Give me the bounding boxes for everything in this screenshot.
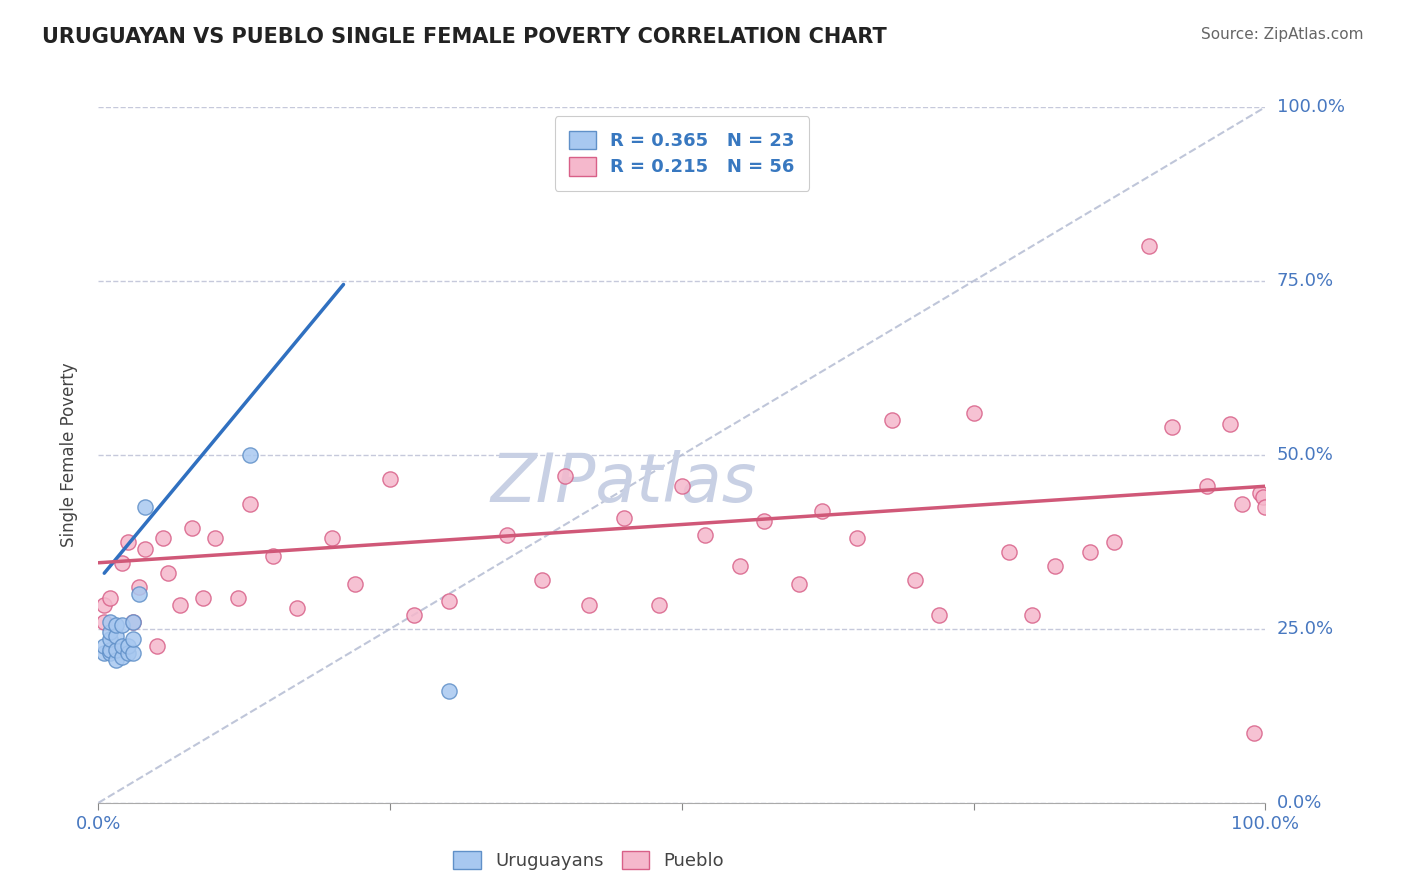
Y-axis label: Single Female Poverty: Single Female Poverty: [59, 363, 77, 547]
Point: [904, 573, 927, 587]
Point: [1102, 535, 1125, 549]
Point: [787, 576, 810, 591]
Point: [695, 528, 717, 542]
Point: [122, 615, 145, 629]
Point: [730, 559, 752, 574]
Point: [811, 503, 834, 517]
Text: 50.0%: 50.0%: [1277, 446, 1333, 464]
Point: [554, 468, 576, 483]
Point: [845, 532, 868, 546]
Text: Source: ZipAtlas.com: Source: ZipAtlas.com: [1201, 27, 1364, 42]
Point: [1230, 497, 1253, 511]
Point: [104, 629, 127, 643]
Point: [495, 528, 517, 542]
Text: ZIPatlas: ZIPatlas: [491, 450, 756, 516]
Point: [378, 472, 402, 486]
Point: [111, 649, 134, 664]
Point: [437, 684, 460, 698]
Point: [93, 646, 115, 660]
Point: [1249, 486, 1271, 500]
Point: [122, 615, 145, 629]
Point: [117, 639, 139, 653]
Point: [93, 598, 115, 612]
Point: [321, 532, 343, 546]
Point: [98, 642, 121, 657]
Point: [93, 615, 115, 629]
Point: [1195, 479, 1218, 493]
Point: [98, 625, 121, 640]
Point: [1219, 417, 1241, 431]
Point: [122, 646, 145, 660]
Point: [193, 591, 215, 605]
Point: [437, 594, 460, 608]
Point: [104, 618, 127, 632]
Point: [104, 642, 127, 657]
Point: [752, 514, 775, 528]
Text: 0.0%: 0.0%: [1277, 794, 1322, 812]
Point: [157, 566, 180, 581]
Point: [880, 413, 903, 427]
Point: [98, 591, 121, 605]
Point: [1254, 500, 1277, 514]
Point: [93, 639, 115, 653]
Point: [1137, 239, 1160, 253]
Point: [104, 653, 127, 667]
Point: [1080, 545, 1102, 559]
Point: [1045, 559, 1067, 574]
Point: [204, 532, 226, 546]
Point: [962, 406, 984, 420]
Text: 100.0%: 100.0%: [1277, 98, 1344, 116]
Point: [285, 601, 308, 615]
Point: [1021, 607, 1043, 622]
Point: [111, 556, 134, 570]
Text: URUGUAYAN VS PUEBLO SINGLE FEMALE POVERTY CORRELATION CHART: URUGUAYAN VS PUEBLO SINGLE FEMALE POVERT…: [42, 27, 887, 46]
Point: [578, 598, 600, 612]
Point: [1161, 420, 1184, 434]
Point: [180, 521, 202, 535]
Legend: Uruguayans, Pueblo: Uruguayans, Pueblo: [446, 844, 731, 877]
Point: [402, 607, 425, 622]
Point: [117, 646, 139, 660]
Text: 75.0%: 75.0%: [1277, 272, 1334, 290]
Point: [1243, 726, 1265, 740]
Point: [98, 646, 121, 660]
Point: [344, 576, 367, 591]
Point: [928, 607, 950, 622]
Point: [262, 549, 284, 563]
Point: [152, 532, 174, 546]
Point: [169, 598, 191, 612]
Text: 25.0%: 25.0%: [1277, 620, 1334, 638]
Point: [1251, 490, 1274, 504]
Point: [228, 591, 250, 605]
Point: [128, 580, 150, 594]
Point: [997, 545, 1019, 559]
Point: [530, 573, 553, 587]
Point: [146, 639, 169, 653]
Point: [239, 497, 262, 511]
Point: [98, 642, 121, 657]
Point: [122, 632, 145, 647]
Point: [647, 598, 669, 612]
Point: [671, 479, 693, 493]
Point: [111, 639, 134, 653]
Point: [134, 500, 156, 514]
Point: [239, 448, 262, 462]
Point: [98, 632, 121, 647]
Point: [98, 615, 121, 629]
Point: [128, 587, 150, 601]
Point: [134, 541, 156, 556]
Point: [111, 618, 134, 632]
Point: [612, 510, 634, 524]
Point: [117, 535, 139, 549]
